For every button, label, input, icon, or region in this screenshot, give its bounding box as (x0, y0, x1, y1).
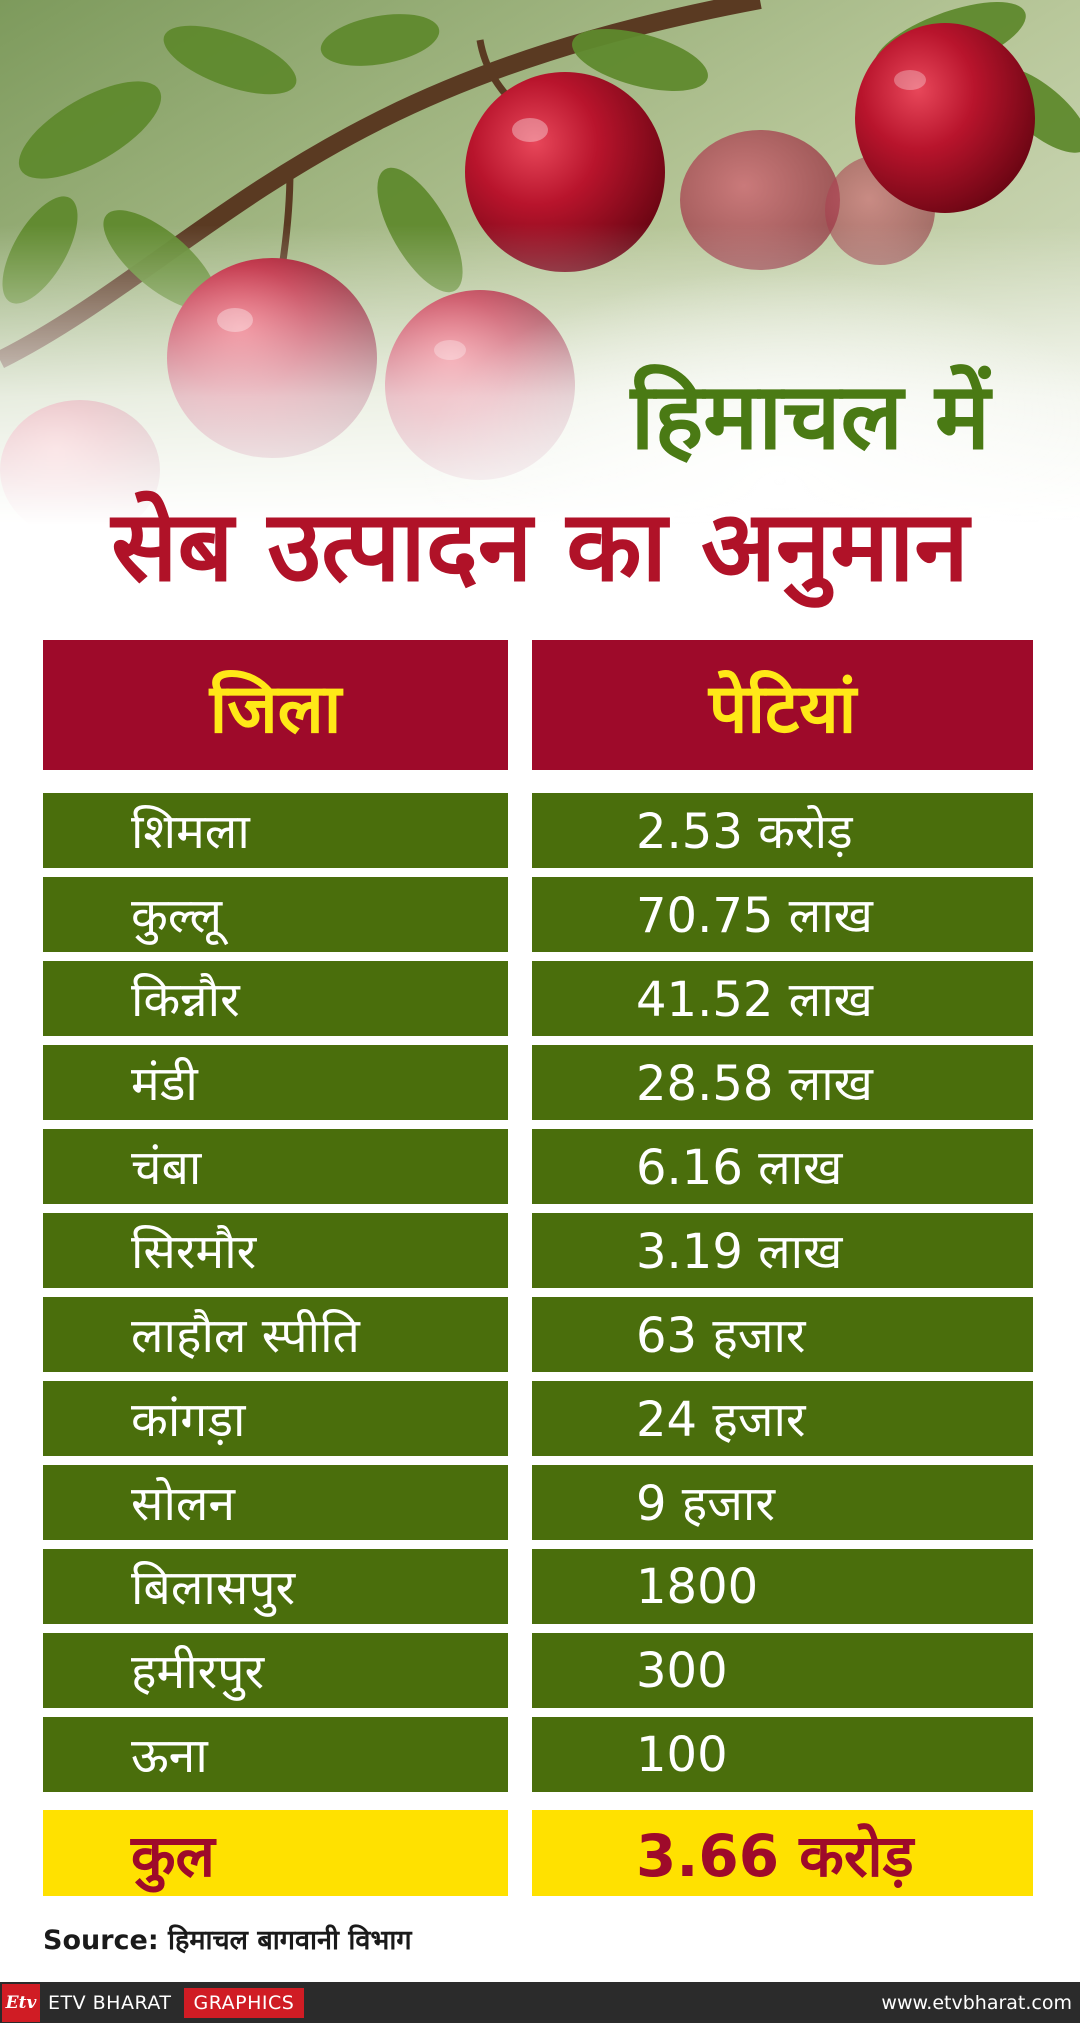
source-note: Source: हिमाचल बागवानी विभाग (43, 1925, 412, 1956)
district-cell: सिरमौर (43, 1213, 508, 1288)
district-cell: किन्नौर (43, 961, 508, 1036)
website-link[interactable]: www.etvbharat.com (881, 1992, 1072, 2014)
district-cell: बिलासपुर (43, 1549, 508, 1624)
boxes-cell: 2.53 करोड़ (532, 793, 1033, 868)
hero-apple-image (0, 0, 1080, 640)
boxes-cell: 28.58 लाख (532, 1045, 1033, 1120)
total-value: 3.66 करोड़ (532, 1810, 1033, 1896)
boxes-cell: 63 हजार (532, 1297, 1033, 1372)
boxes-cell: 300 (532, 1633, 1033, 1708)
district-cell: चंबा (43, 1129, 508, 1204)
boxes-cell: 100 (532, 1717, 1033, 1792)
district-cell: कांगड़ा (43, 1381, 508, 1456)
total-label: कुल (43, 1810, 508, 1896)
boxes-cell: 70.75 लाख (532, 877, 1033, 952)
boxes-cell: 41.52 लाख (532, 961, 1033, 1036)
district-cell: हमीरपुर (43, 1633, 508, 1708)
etv-logo-icon: Etv (2, 1983, 40, 2022)
district-cell: लाहौल स्पीति (43, 1297, 508, 1372)
title-line-1: हिमाचल में (630, 363, 990, 470)
boxes-cell: 24 हजार (532, 1381, 1033, 1456)
graphics-tag: GRAPHICS (183, 1987, 305, 2018)
district-cell: मंडी (43, 1045, 508, 1120)
boxes-cell: 1800 (532, 1549, 1033, 1624)
district-cell: सोलन (43, 1465, 508, 1540)
hero-fade-glow (0, 0, 1080, 640)
header-boxes: पेटियां (532, 640, 1033, 770)
footer-bar: Etv ETV BHARAT GRAPHICS www.etvbharat.co… (0, 1982, 1080, 2023)
district-cell: कुल्लू (43, 877, 508, 952)
district-cell: ऊना (43, 1717, 508, 1792)
boxes-cell: 9 हजार (532, 1465, 1033, 1540)
boxes-cell: 3.19 लाख (532, 1213, 1033, 1288)
title-line-2: सेब उत्पादन का अनुमान (111, 490, 969, 604)
boxes-cell: 6.16 लाख (532, 1129, 1033, 1204)
header-district: जिला (43, 640, 508, 770)
district-cell: शिमला (43, 793, 508, 868)
brand-name: ETV BHARAT (48, 1991, 172, 2014)
